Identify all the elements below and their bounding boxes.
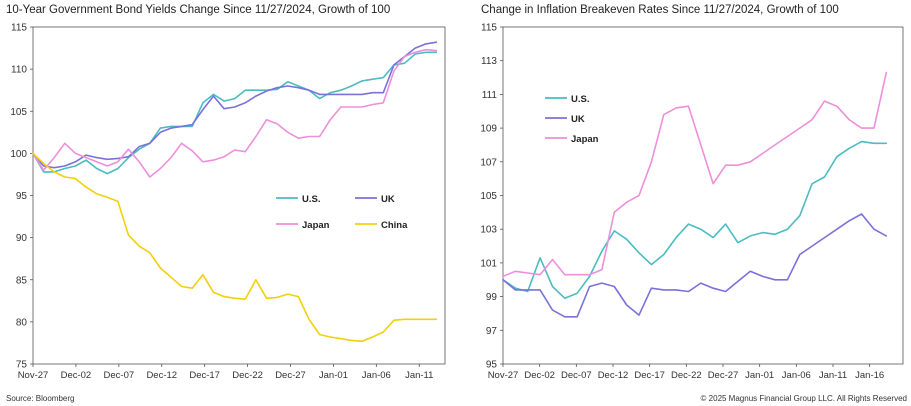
y-tick-label: 85 [16, 275, 28, 286]
x-tick-label: Jan-01 [745, 370, 774, 381]
x-tick-label: Jan-16 [855, 370, 884, 381]
x-tick-label: Dec-02 [61, 370, 92, 381]
plot-frame [502, 26, 904, 365]
x-tick-label: Dec-27 [708, 370, 739, 381]
y-tick-label: 113 [481, 56, 497, 67]
legend-label: China [381, 220, 408, 231]
x-tick-label: Jan-06 [362, 370, 391, 381]
series-line-us [502, 140, 888, 300]
series-line-us [32, 51, 438, 175]
y-tick-label: 105 [480, 191, 497, 202]
y-tick-label: 110 [11, 65, 27, 76]
x-tick-label: Nov-27 [488, 370, 519, 381]
series-line-uk [502, 213, 888, 318]
legend-background [272, 218, 362, 232]
right-chart-title: Change in Inflation Breakeven Rates Sinc… [481, 4, 839, 16]
y-tick-label: 111 [482, 90, 498, 101]
left-chart-title: 10-Year Government Bond Yields Change Si… [6, 4, 391, 16]
x-tick-label: Dec-07 [104, 370, 135, 381]
legend-label: UK [381, 194, 395, 205]
y-tick-label: 100 [10, 149, 27, 160]
x-tick-label: Dec-17 [189, 370, 220, 381]
y-tick-label: 105 [10, 107, 27, 118]
legend-label: U.S. [571, 94, 589, 105]
x-tick-label: Dec-02 [524, 370, 555, 381]
copyright-note: © 2025 Magnus Financial Group LLC. All R… [700, 394, 907, 403]
series-line-japan [502, 71, 888, 278]
x-tick-label: Dec-22 [232, 370, 263, 381]
y-tick-label: 97 [486, 326, 498, 337]
breakeven-rates-chart: 95 97 99 101 103 105 107 109 111 113 115 Nov-27 Dec-… [480, 23, 904, 381]
legend-background [272, 192, 362, 206]
y-tick-label: 101 [480, 258, 497, 269]
y-tick-label: 95 [486, 360, 498, 371]
x-tick-label: Jan-01 [319, 370, 348, 381]
legend-label: Japan [302, 220, 330, 231]
legend-background [541, 132, 631, 146]
x-tick-label: Dec-12 [146, 370, 177, 381]
source-note: Source: Bloomberg [6, 394, 75, 403]
x-tick-label: Dec-07 [561, 370, 592, 381]
x-tick-label: Dec-12 [598, 370, 629, 381]
x-tick-label: Dec-22 [671, 370, 702, 381]
legend-background [541, 112, 631, 126]
series-line-uk [32, 41, 438, 169]
y-tick-label: 90 [16, 233, 28, 244]
y-tick-label: 75 [16, 360, 28, 371]
legend-background [351, 192, 441, 206]
x-tick-label: Jan-06 [782, 370, 811, 381]
series-line-japan [32, 48, 438, 178]
x-tick-label: Jan-11 [405, 370, 433, 381]
x-tick-label: Dec-17 [634, 370, 665, 381]
legend-label: UK [571, 114, 585, 125]
y-tick-label: 103 [480, 225, 497, 236]
x-tick-label: Dec-27 [275, 370, 306, 381]
y-tick-label: 115 [481, 23, 497, 34]
y-tick-label: 109 [480, 124, 497, 135]
series-line-china [32, 152, 438, 343]
y-tick-label: 80 [16, 317, 28, 328]
y-tick-label: 99 [486, 292, 498, 303]
legend-label: Japan [571, 134, 599, 145]
legend-label: U.S. [302, 194, 320, 205]
y-tick-label: 115 [11, 23, 27, 34]
bond-yields-chart: 75 80 85 90 95 100 105 110 115 Nov-27 Dec-02 Dec-07… [10, 23, 446, 381]
legend-background [351, 218, 441, 232]
x-tick-label: Jan-11 [819, 370, 847, 381]
y-tick-label: 107 [480, 157, 497, 168]
legend-background [541, 92, 631, 106]
x-tick-label: Nov-27 [18, 370, 49, 381]
y-tick-label: 95 [16, 191, 28, 202]
